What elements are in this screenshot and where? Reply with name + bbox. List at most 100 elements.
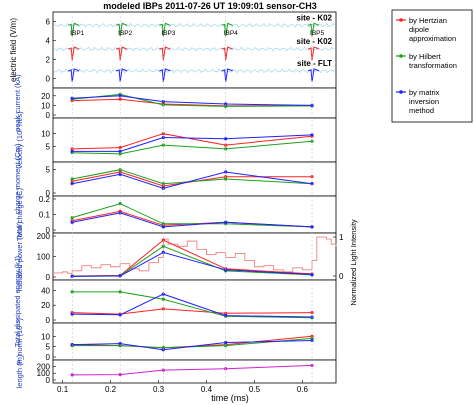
data-point	[224, 220, 228, 224]
data-point	[118, 146, 122, 150]
y-axis-label: P_norm (10¹²)	[15, 318, 24, 365]
field-trace-background	[53, 68, 335, 74]
data-point	[310, 225, 314, 229]
y-axis-label: Total charge (C)	[15, 187, 24, 241]
legend-marker	[399, 90, 403, 94]
x-tick-label: 0.3	[153, 385, 165, 394]
data-point	[310, 133, 314, 137]
data-point	[224, 313, 228, 318]
legend-label: by matrix inversion method	[409, 88, 440, 115]
data-point	[70, 177, 74, 181]
y-tick-label: 0.2	[39, 195, 51, 204]
field-panel: 0 2 4 6 electric field (V/m) site - K02 site -…	[9, 11, 337, 89]
y-tick-label: 10	[41, 101, 50, 110]
data-point	[161, 292, 165, 296]
panel-frame	[52, 161, 337, 197]
y-axis-label: Total dissipated energy (kJ)	[13, 255, 22, 347]
data-point	[70, 290, 74, 294]
ibp-label: IBP5	[310, 30, 324, 37]
x-tick-label: 0.6	[297, 385, 309, 394]
data-point	[118, 290, 122, 294]
field-trace-label: site - K02	[296, 37, 332, 46]
y-tick-label: 200	[37, 232, 51, 241]
panel-frame	[52, 117, 337, 163]
y-tick-label: 200	[37, 362, 51, 371]
y-tick-label: 5	[46, 166, 51, 175]
field-trace-background	[53, 22, 335, 28]
y-tick-label: 0	[46, 189, 51, 198]
panel-frame	[52, 322, 337, 361]
y-axis-label: length (m)	[15, 354, 24, 388]
parameter-panel: 0 5 charge moment (Cm)	[13, 143, 337, 214]
y-tick-label: 10	[41, 332, 50, 341]
ibp-label: IBP2	[118, 30, 132, 37]
legend-frame	[391, 9, 473, 123]
panel-frame	[52, 195, 337, 234]
y-tick-label: 4	[46, 37, 51, 46]
data-point	[70, 220, 74, 224]
data-point	[161, 225, 165, 229]
light-intensity-curve	[53, 236, 337, 274]
legend-marker	[399, 18, 403, 22]
data-point	[118, 372, 122, 377]
y-tick-label: 100	[37, 369, 51, 378]
data-point	[224, 137, 228, 141]
data-point	[70, 373, 74, 377]
y2-tick-label: 1	[339, 233, 344, 242]
data-point	[70, 96, 74, 100]
data-point	[118, 313, 122, 317]
x-tick-label: 0.2	[105, 385, 117, 394]
field-trace-background	[53, 46, 335, 52]
data-point	[70, 149, 74, 153]
y-axis-label: charge moment (Cm)	[13, 143, 22, 214]
y-axis-label: velocity (10⁷ m/s)	[15, 111, 24, 169]
x-tick-label: 0.4	[201, 385, 213, 394]
data-point	[310, 272, 314, 277]
y-tick-label: 100	[37, 253, 51, 262]
ibp-label: IBP3	[161, 30, 175, 37]
parameter-panel: 0 5 10 P_norm (10¹²)	[15, 318, 337, 365]
data-point	[118, 149, 122, 153]
data-point	[161, 297, 165, 301]
ibp-label: IBP4	[224, 30, 238, 37]
y2-axis-label: Normalized Light Intensity	[349, 219, 358, 306]
data-point	[118, 341, 122, 346]
parameter-panel: 5 10 velocity (10⁷ m/s)	[15, 111, 337, 169]
chart-title: modeled IBPs 2011-07-26 UT 19:09:01 sens…	[103, 1, 317, 11]
data-point	[118, 172, 122, 176]
panels-group: 0 2 4 6 electric field (V/m) site - K02 site -…	[9, 11, 358, 394]
field-trace-label: site - FLT	[297, 59, 332, 68]
y-axis-label: peak current (kA)	[13, 74, 22, 132]
y-tick-label: 6	[46, 18, 51, 27]
y-tick-label: 20	[41, 92, 50, 101]
y-axis-label: radiated power (MW)	[15, 221, 24, 292]
y-tick-label: 5	[46, 142, 51, 151]
panel-frame	[52, 279, 337, 324]
y-tick-label: 0	[46, 75, 51, 84]
y-tick-label: 5	[46, 343, 51, 352]
data-point	[118, 97, 122, 101]
y-tick-label: 0	[46, 316, 51, 325]
data-point	[161, 368, 165, 372]
parameter-panel: 1 0 Normalized Light Intensity 0 100 200 radia…	[15, 219, 358, 306]
y-tick-label: 20	[41, 301, 50, 310]
data-point	[161, 244, 165, 248]
y-tick-label: 0	[46, 376, 51, 385]
data-point	[161, 182, 165, 186]
data-point	[118, 202, 122, 206]
parameter-panel: 0 0.1 0.2 Total charge (C)	[15, 187, 337, 241]
y-tick-label: 10	[41, 130, 50, 139]
data-point	[224, 340, 228, 345]
data-point	[224, 104, 228, 108]
legend-label: by Hilbert transformation	[409, 52, 457, 70]
data-point	[224, 177, 228, 181]
y2-tick-label: 0	[339, 272, 344, 281]
legend-marker	[399, 54, 403, 58]
ibp-label: IBP1	[70, 30, 84, 37]
field-trace-label: site - K02	[296, 13, 332, 22]
data-point	[70, 312, 74, 316]
x-axis-label: time (ms)	[211, 393, 249, 403]
